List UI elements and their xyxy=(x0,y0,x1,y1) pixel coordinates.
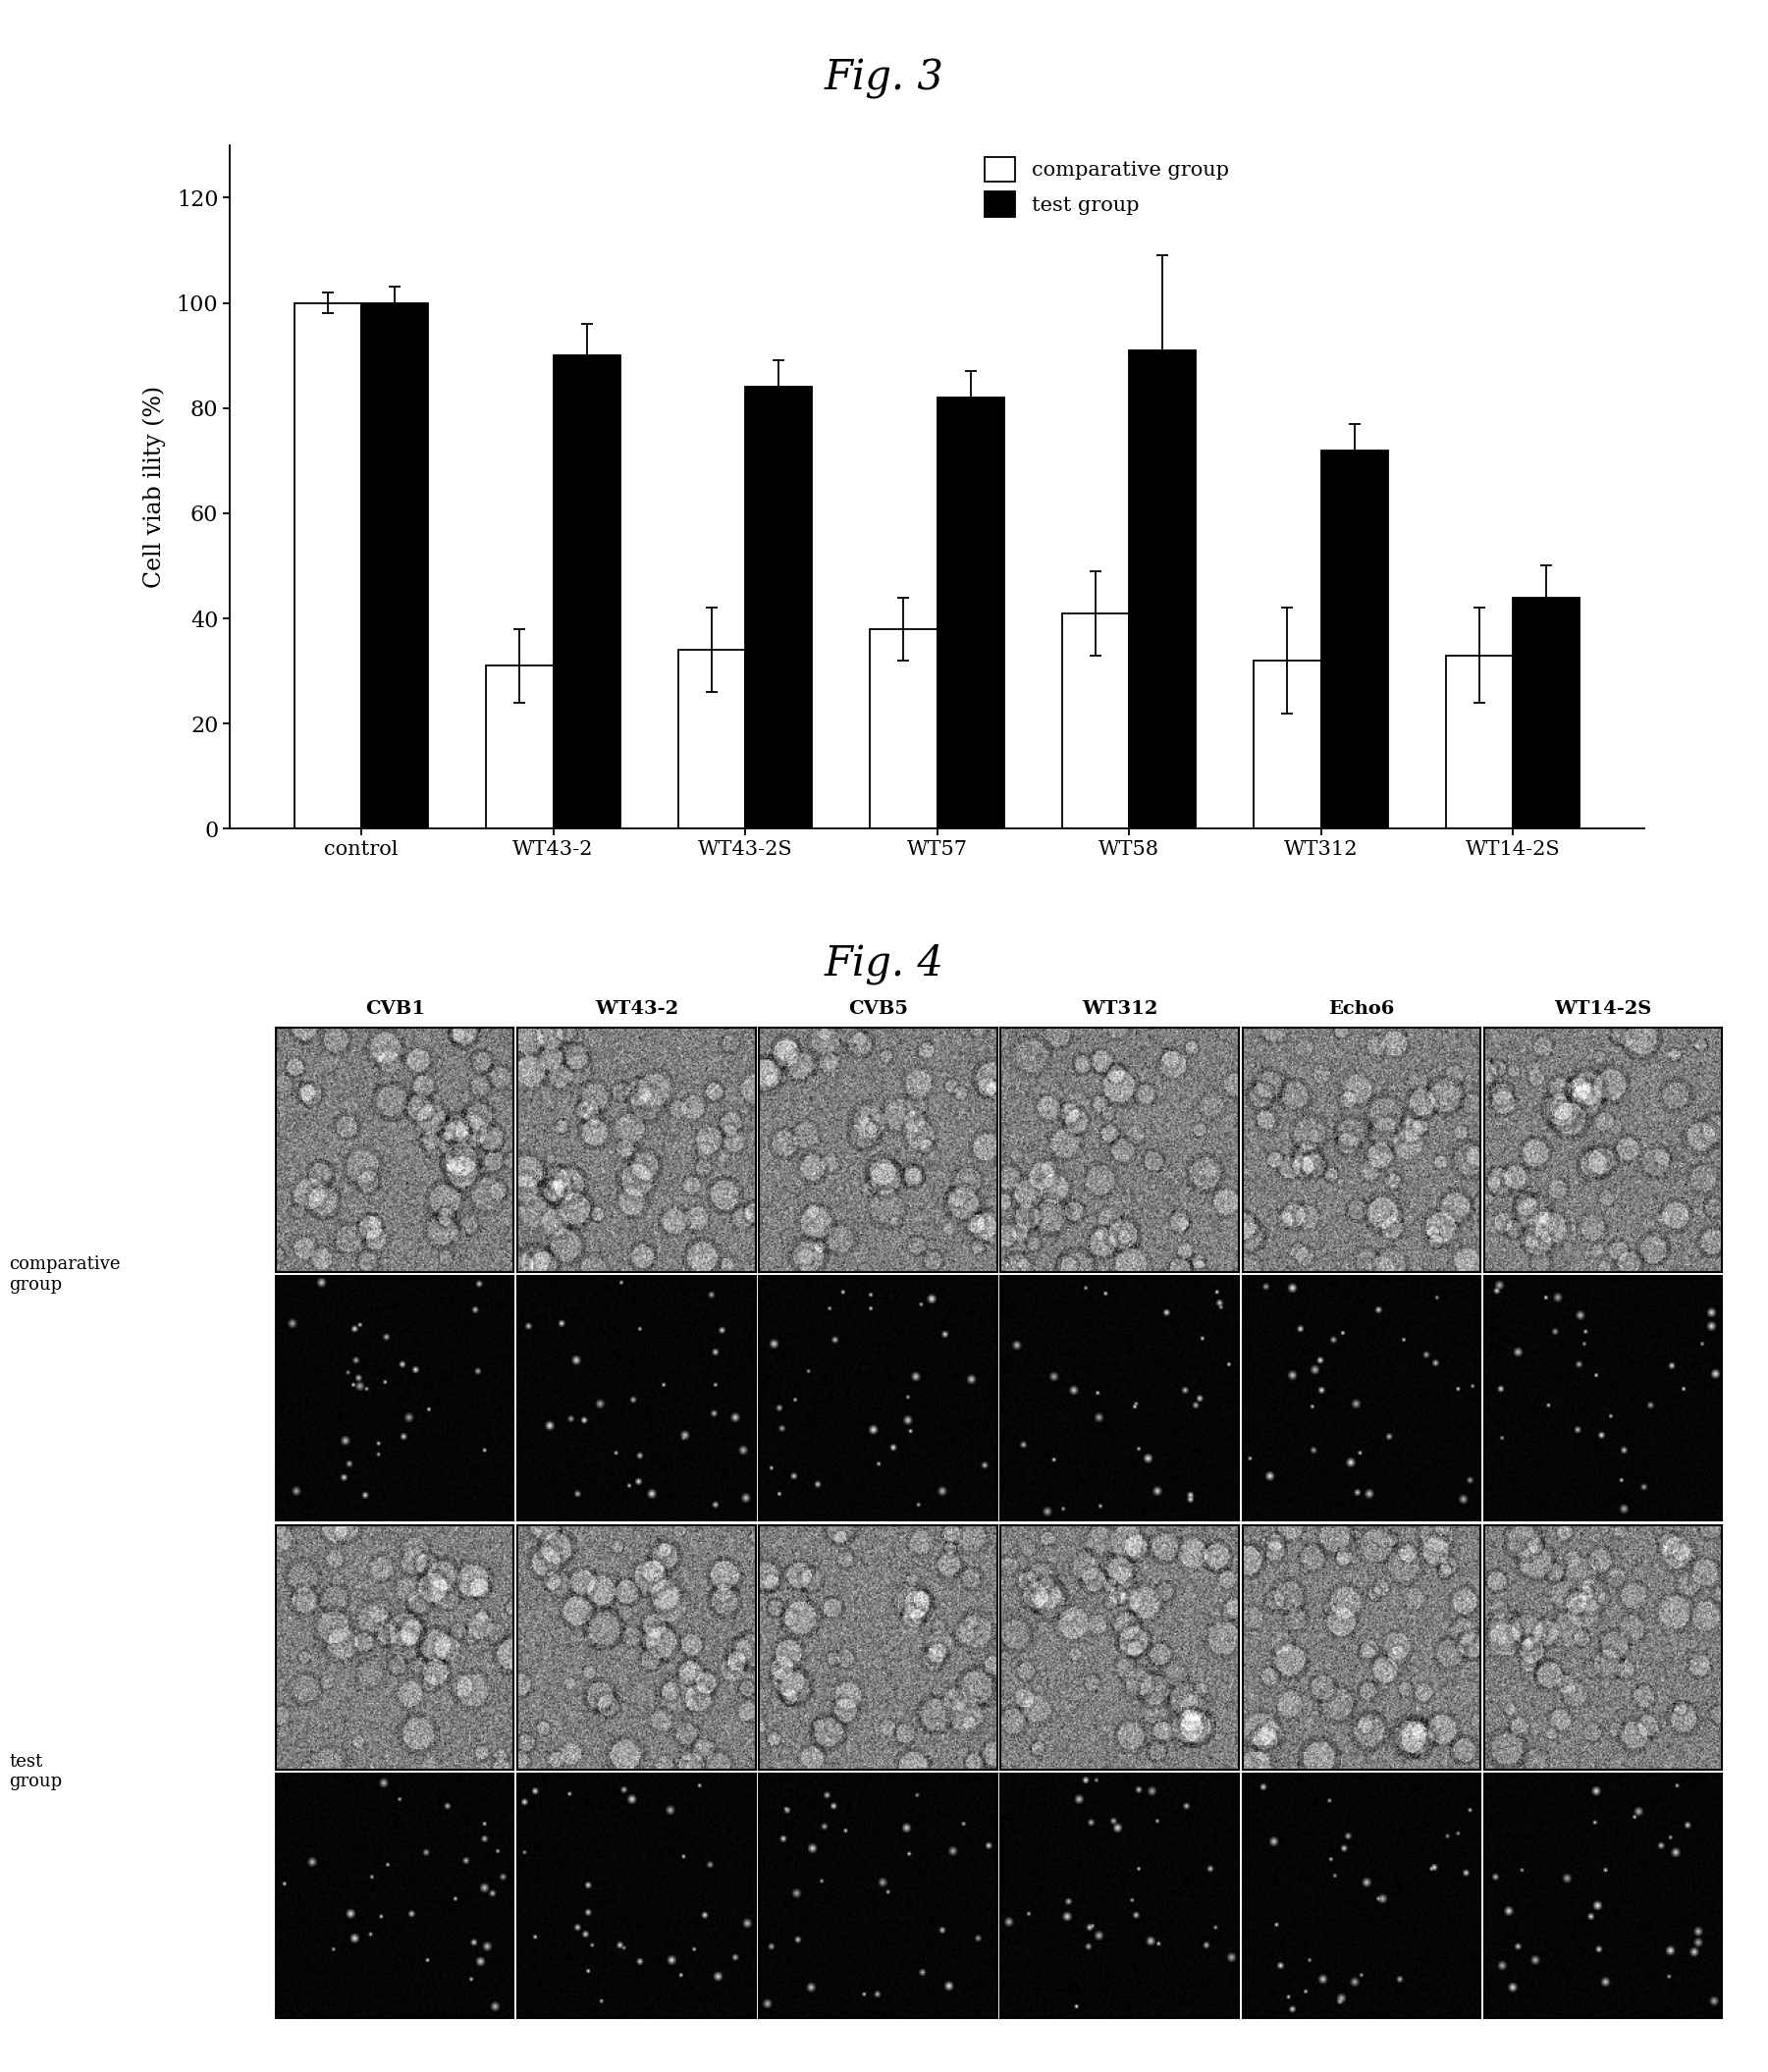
Bar xyxy=(1513,597,1581,829)
Bar xyxy=(553,356,621,829)
Text: Fig. 3: Fig. 3 xyxy=(824,58,944,99)
Text: test
group: test group xyxy=(9,1753,62,1790)
Bar xyxy=(1446,655,1513,829)
Y-axis label: Cell viab ility (%): Cell viab ility (%) xyxy=(143,385,166,588)
Bar xyxy=(486,665,553,829)
Text: WT43-2: WT43-2 xyxy=(594,999,679,1017)
Text: WT14-2S: WT14-2S xyxy=(1554,999,1651,1017)
Bar xyxy=(1130,350,1197,829)
Legend: comparative group, test group: comparative group, test group xyxy=(976,149,1238,226)
Bar xyxy=(937,398,1004,829)
Bar xyxy=(744,387,812,829)
Text: CVB1: CVB1 xyxy=(364,999,424,1017)
Bar xyxy=(1063,613,1130,829)
Bar xyxy=(361,303,428,829)
Bar xyxy=(1321,450,1388,829)
Bar xyxy=(1254,661,1321,829)
Bar xyxy=(870,630,937,829)
Text: Echo6: Echo6 xyxy=(1328,999,1395,1017)
Text: Fig. 4: Fig. 4 xyxy=(824,943,944,984)
Text: comparative
group: comparative group xyxy=(9,1256,120,1293)
Text: WT312: WT312 xyxy=(1082,999,1158,1017)
Bar xyxy=(677,651,744,829)
Bar xyxy=(293,303,361,829)
Text: CVB5: CVB5 xyxy=(849,999,909,1017)
